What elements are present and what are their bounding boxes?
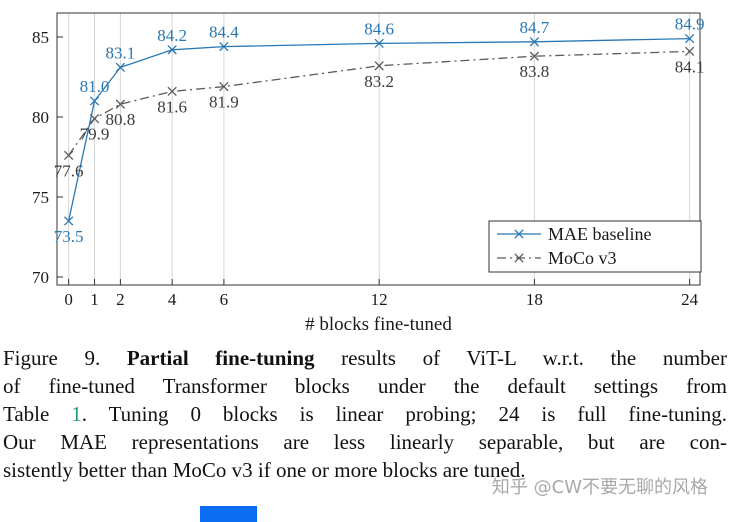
x-marker <box>115 99 126 109</box>
x-axis-label: # blocks fine-tuned <box>305 314 452 335</box>
partial-finetuning-chart: 0 1 2 4 6 12 18 24 70 75 80 85 73.5 81.0 83.1 84.2 84.4 8… <box>32 12 705 335</box>
x-marker <box>89 113 100 124</box>
data-label: 81.0 <box>80 77 110 96</box>
x-marker <box>167 45 177 55</box>
data-label: 84.2 <box>157 26 187 45</box>
y-tick-label: 80 <box>32 108 49 127</box>
data-label: 83.2 <box>364 72 394 91</box>
caption-text: of fine-tuned Transformer blocks under t… <box>3 374 727 398</box>
data-label: 83.8 <box>520 62 550 81</box>
data-label: 83.1 <box>106 43 136 62</box>
x-marker <box>167 86 177 97</box>
x-marker <box>684 33 695 44</box>
x-marker <box>529 37 540 47</box>
y-tick-label: 75 <box>32 188 49 207</box>
x-tick-label: 2 <box>116 290 125 309</box>
x-tick-label: 4 <box>168 290 177 309</box>
data-label: 79.9 <box>80 125 110 144</box>
caption-text: Our MAE representations are less linearl… <box>3 430 727 454</box>
zhihu-logo-fragment <box>200 506 257 522</box>
watermark: 知乎 @CW不要无聊的风格 <box>491 477 708 498</box>
x-tick-label: 12 <box>371 290 388 309</box>
caption-line: Table 1. Tuning 0 blocks is linear probi… <box>3 400 727 428</box>
legend-label: MAE baseline <box>548 224 651 244</box>
caption-bold-text: Partial fine-tuning <box>126 346 315 370</box>
caption-text: . Tuning 0 blocks is linear probing; 24 … <box>81 402 727 426</box>
y-tick-label: 85 <box>32 28 49 47</box>
caption-text: Figure 9. <box>3 346 127 370</box>
x-marker <box>219 41 229 52</box>
x-marker <box>115 62 126 73</box>
data-label: 84.9 <box>675 15 705 34</box>
data-label: 84.6 <box>364 19 394 38</box>
data-label: 84.7 <box>520 18 550 37</box>
legend-label: MoCo v3 <box>548 248 617 268</box>
caption-text: results of ViT-L w.r.t. the number <box>314 346 727 370</box>
data-label: 73.5 <box>54 227 84 246</box>
x-marker <box>63 216 74 226</box>
plot-box <box>56 12 701 286</box>
series-line-0 <box>67 37 690 222</box>
x-marker <box>374 38 384 49</box>
caption-text: sistently better than MoCo v3 if one or … <box>3 458 526 482</box>
legend-box <box>488 220 702 273</box>
figure-caption: Figure 9. Partial fine-tuning results of… <box>3 344 727 484</box>
caption-line: sistently better than MoCo v3 if one or … <box>3 456 727 484</box>
data-label: 81.6 <box>157 97 187 116</box>
x-tick-label: 1 <box>90 290 99 309</box>
x-marker <box>219 81 229 92</box>
x-marker <box>89 96 100 106</box>
caption-line: Figure 9. Partial fine-tuning results of… <box>3 344 727 372</box>
x-marker <box>374 61 384 71</box>
table-ref-link[interactable]: 1 <box>71 402 82 426</box>
data-label: 80.8 <box>106 110 136 129</box>
series-line-1 <box>68 50 690 156</box>
caption-line: Our MAE representations are less linearl… <box>3 428 727 456</box>
x-tick-label: 6 <box>220 290 229 309</box>
x-marker <box>514 229 524 239</box>
y-tick-label: 70 <box>32 268 49 287</box>
data-label: 81.9 <box>209 93 239 112</box>
x-tick-label: 18 <box>526 290 543 309</box>
data-label: 84.1 <box>675 57 705 76</box>
x-marker <box>63 150 74 161</box>
x-marker <box>684 46 695 57</box>
caption-line: of fine-tuned Transformer blocks under t… <box>3 372 727 400</box>
data-label: 84.4 <box>209 23 239 42</box>
data-label: 77.6 <box>54 161 84 180</box>
x-tick-label: 0 <box>64 290 73 309</box>
x-marker <box>514 253 524 263</box>
x-marker <box>529 51 540 61</box>
x-tick-label: 24 <box>681 290 699 309</box>
caption-text: Table <box>3 402 72 426</box>
